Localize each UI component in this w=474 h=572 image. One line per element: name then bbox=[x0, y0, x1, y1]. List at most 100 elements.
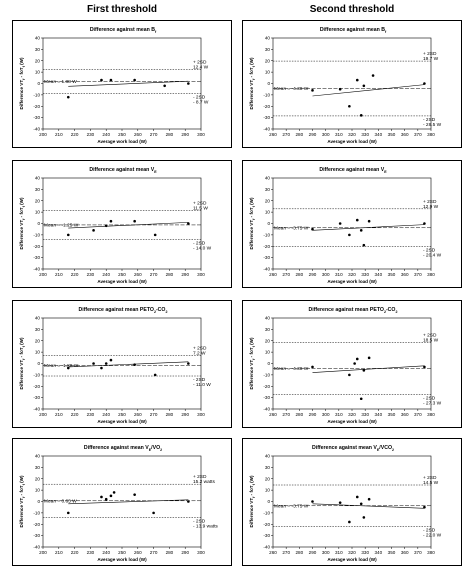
y-axis-label-text: (W) bbox=[19, 337, 24, 346]
column-title-first-threshold: First threshold bbox=[86, 4, 157, 15]
y-axis-label: Difference VTf - foTf (W) bbox=[249, 57, 256, 109]
x-tick-label: 240 bbox=[102, 550, 110, 555]
y-tick-label: 0 bbox=[267, 221, 270, 226]
chart-panel: Difference against mean Bf -40 -30 -20 -10 0 1… bbox=[242, 20, 462, 148]
y-tick-label: -20 bbox=[263, 244, 270, 249]
x-tick-label: 220 bbox=[71, 272, 79, 277]
data-point bbox=[112, 491, 116, 494]
y-tick-label: 10 bbox=[265, 210, 271, 215]
x-axis-label: Average work load (W) bbox=[327, 557, 377, 562]
y-axis-label-subscript: f bbox=[22, 78, 26, 80]
data-point bbox=[367, 356, 371, 360]
x-tick-label: 230 bbox=[87, 412, 95, 417]
data-point bbox=[355, 218, 359, 222]
x-axis-label: Average work load (W) bbox=[97, 279, 147, 284]
y-tick-label: 0 bbox=[267, 81, 270, 86]
mean-label: Mean = -1.25 W bbox=[44, 223, 79, 229]
y-tick-label: 10 bbox=[265, 350, 271, 355]
y-tick-label: 30 bbox=[35, 327, 41, 332]
y-axis-label-text: (W) bbox=[249, 475, 254, 484]
y-tick-label: 10 bbox=[35, 488, 41, 493]
mean-label: Mean = -4.38 W bbox=[274, 86, 309, 92]
trend-line bbox=[68, 499, 189, 505]
data-point bbox=[187, 362, 190, 365]
upper-sd-label: + 2SD bbox=[423, 199, 437, 205]
data-point bbox=[133, 78, 136, 82]
chart-title-subscript: 2 bbox=[154, 310, 156, 314]
data-point bbox=[371, 74, 375, 77]
y-tick-label: 30 bbox=[35, 47, 41, 52]
x-tick-label: 300 bbox=[322, 272, 330, 277]
data-point bbox=[367, 497, 371, 501]
x-tick-label: 330 bbox=[361, 272, 369, 277]
y-axis-label-text: (W) bbox=[249, 57, 254, 66]
data-point bbox=[133, 493, 136, 496]
x-tick-label: 270 bbox=[150, 550, 158, 555]
y-tick-label: -40 bbox=[263, 407, 270, 412]
x-tick-label: 360 bbox=[401, 272, 409, 277]
chart-panel: Difference against mean PETO2-CO2 -40 -30-… bbox=[242, 300, 462, 428]
data-point bbox=[338, 87, 342, 91]
x-tick-label: 240 bbox=[102, 272, 110, 277]
y-tick-label: 40 bbox=[35, 36, 41, 41]
y-tick-label: 40 bbox=[265, 176, 271, 181]
x-tick-label: 260 bbox=[269, 550, 277, 555]
x-tick-label: 380 bbox=[427, 132, 435, 137]
chart-panel: Difference against mean VE -40 -30 -20 -10 0 1… bbox=[12, 160, 232, 288]
data-point bbox=[362, 369, 366, 372]
x-axis-label: Average work load (W) bbox=[327, 419, 377, 424]
data-point bbox=[355, 357, 359, 361]
trend-line bbox=[68, 361, 189, 368]
y-tick-label: -30 bbox=[263, 255, 270, 260]
y-axis-label-text: Difference VT bbox=[249, 220, 254, 250]
data-point bbox=[311, 227, 314, 231]
data-point bbox=[311, 89, 314, 92]
x-tick-label: 300 bbox=[197, 550, 205, 555]
data-point bbox=[362, 84, 366, 88]
x-tick-label: 350 bbox=[388, 412, 396, 417]
data-point bbox=[348, 233, 351, 237]
data-point bbox=[153, 233, 157, 237]
x-tick-label: 290 bbox=[309, 272, 317, 277]
x-axis-label: Average work load (W) bbox=[327, 279, 377, 284]
y-axis-label-text: Difference VT bbox=[19, 498, 24, 528]
y-axis-label-subscript: f bbox=[252, 205, 256, 207]
x-tick-label: 270 bbox=[282, 412, 290, 417]
x-tick-label: 290 bbox=[309, 132, 317, 137]
y-tick-label: -10 bbox=[33, 92, 40, 97]
chart-panel: Difference against mean VE -40 -30 -20 -10 0 1… bbox=[242, 160, 462, 288]
data-point bbox=[100, 78, 103, 82]
data-point bbox=[423, 505, 426, 509]
lower-sd-label: - 2SD bbox=[423, 248, 436, 254]
y-tick-label: -10 bbox=[263, 510, 270, 515]
y-tick-label: -10 bbox=[263, 232, 270, 237]
y-tick-label: -10 bbox=[33, 372, 40, 377]
y-tick-label: -20 bbox=[263, 104, 270, 109]
plot-frame bbox=[272, 37, 432, 130]
upper-sd-label: + 2SD bbox=[423, 51, 437, 57]
y-tick-label: -40 bbox=[33, 267, 40, 272]
y-tick-label: 0 bbox=[37, 221, 40, 226]
data-point bbox=[66, 95, 70, 99]
x-axis-label: Average work load (W) bbox=[97, 139, 147, 144]
chart-panel: Difference against mean PETO2-CO2 -40 -30-… bbox=[12, 300, 232, 428]
y-tick-label: -20 bbox=[33, 384, 40, 389]
y-tick-label: 20 bbox=[35, 476, 41, 481]
y-axis-label-text: - foT bbox=[19, 207, 24, 218]
x-tick-label: 290 bbox=[181, 132, 189, 137]
chart-title-subscript: 2 bbox=[384, 310, 386, 314]
x-tick-label: 240 bbox=[102, 132, 110, 137]
x-tick-label: 370 bbox=[414, 550, 422, 555]
x-tick-label: 300 bbox=[322, 412, 330, 417]
y-tick-label: 10 bbox=[265, 488, 271, 493]
x-tick-label: 210 bbox=[55, 132, 63, 137]
data-point bbox=[92, 362, 95, 365]
lower-sd-value: - 22.0 W bbox=[423, 533, 442, 539]
data-point bbox=[163, 84, 166, 88]
x-tick-label: 380 bbox=[427, 412, 435, 417]
y-tick-label: 0 bbox=[267, 361, 270, 366]
chart-title-text: Difference against mean V bbox=[89, 167, 154, 173]
x-tick-label: 340 bbox=[374, 272, 382, 277]
upper-sd-label: + 2SD bbox=[193, 200, 207, 206]
y-axis-label-text: Difference VT bbox=[19, 80, 24, 110]
